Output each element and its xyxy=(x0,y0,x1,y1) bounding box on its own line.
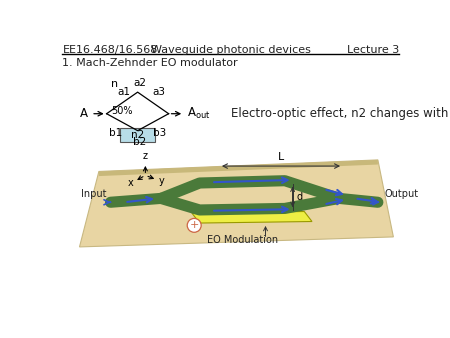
Text: b2: b2 xyxy=(133,137,147,147)
Text: Electro-optic effect, n2 changes with E -field: Electro-optic effect, n2 changes with E … xyxy=(230,107,450,120)
Text: n: n xyxy=(111,79,118,89)
Text: x: x xyxy=(127,178,133,188)
Text: +: + xyxy=(189,220,199,231)
Text: EE16.468/16.568: EE16.468/16.568 xyxy=(63,45,158,55)
Text: a1: a1 xyxy=(117,87,130,97)
Text: Waveguide photonic devices: Waveguide photonic devices xyxy=(151,45,310,55)
FancyBboxPatch shape xyxy=(120,128,155,142)
Text: 1. Mach-Zehnder EO modulator: 1. Mach-Zehnder EO modulator xyxy=(63,57,238,68)
Text: a3: a3 xyxy=(153,87,166,97)
Text: b3: b3 xyxy=(153,127,166,138)
Text: a2: a2 xyxy=(134,77,146,88)
Circle shape xyxy=(187,218,201,232)
Text: b1: b1 xyxy=(109,127,122,138)
Text: A$_{\mathregular{out}}$: A$_{\mathregular{out}}$ xyxy=(187,106,211,121)
Text: d: d xyxy=(297,192,302,202)
Polygon shape xyxy=(192,212,312,223)
Text: Lecture 3: Lecture 3 xyxy=(346,45,399,55)
Text: Input: Input xyxy=(81,189,107,199)
Text: L: L xyxy=(278,152,284,162)
Text: z: z xyxy=(143,151,148,161)
Polygon shape xyxy=(99,160,378,176)
Text: A: A xyxy=(80,107,88,120)
Polygon shape xyxy=(80,160,393,247)
Text: n2: n2 xyxy=(131,130,144,140)
Text: 50%: 50% xyxy=(111,106,133,116)
Text: EO Modulation: EO Modulation xyxy=(207,235,279,245)
Text: Output: Output xyxy=(384,189,418,199)
Text: y: y xyxy=(158,176,164,186)
